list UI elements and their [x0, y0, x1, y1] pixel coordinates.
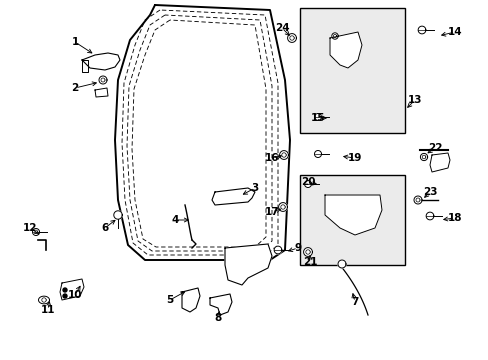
- Polygon shape: [303, 248, 312, 256]
- Polygon shape: [60, 279, 84, 300]
- Text: 1: 1: [71, 37, 79, 47]
- Polygon shape: [224, 244, 271, 285]
- Text: 24: 24: [274, 23, 289, 33]
- Polygon shape: [304, 180, 311, 188]
- Text: 20: 20: [300, 177, 315, 187]
- Polygon shape: [325, 195, 381, 235]
- Polygon shape: [287, 33, 296, 42]
- Text: 7: 7: [350, 297, 358, 307]
- Polygon shape: [420, 153, 427, 161]
- Text: 2: 2: [71, 83, 79, 93]
- Text: 8: 8: [214, 313, 221, 323]
- Polygon shape: [337, 260, 346, 268]
- Text: 10: 10: [68, 290, 82, 300]
- Polygon shape: [41, 298, 46, 302]
- Polygon shape: [329, 32, 361, 68]
- Text: 12: 12: [23, 223, 37, 233]
- Text: 3: 3: [251, 183, 258, 193]
- Text: 17: 17: [264, 207, 279, 217]
- Text: 18: 18: [447, 213, 461, 223]
- Text: 14: 14: [447, 27, 461, 37]
- Polygon shape: [417, 26, 425, 34]
- Bar: [299, 175, 404, 265]
- Polygon shape: [95, 88, 108, 97]
- Text: 4: 4: [171, 215, 178, 225]
- Polygon shape: [63, 288, 67, 292]
- Polygon shape: [212, 188, 254, 205]
- Polygon shape: [39, 296, 49, 304]
- Polygon shape: [114, 211, 122, 219]
- Polygon shape: [314, 113, 321, 121]
- Text: 23: 23: [422, 187, 436, 197]
- Text: 22: 22: [427, 143, 441, 153]
- Text: 13: 13: [407, 95, 421, 105]
- Polygon shape: [82, 53, 120, 70]
- Polygon shape: [331, 33, 338, 39]
- Polygon shape: [32, 229, 40, 235]
- Polygon shape: [63, 294, 67, 298]
- Text: 5: 5: [166, 295, 173, 305]
- Polygon shape: [278, 203, 287, 211]
- Text: 15: 15: [310, 113, 325, 123]
- Text: 21: 21: [302, 257, 317, 267]
- Text: 16: 16: [264, 153, 279, 163]
- Polygon shape: [182, 288, 200, 312]
- Polygon shape: [429, 153, 449, 172]
- Text: 19: 19: [347, 153, 362, 163]
- Polygon shape: [274, 246, 281, 254]
- Text: 6: 6: [101, 223, 108, 233]
- Polygon shape: [82, 60, 88, 72]
- Text: 11: 11: [41, 305, 55, 315]
- Polygon shape: [279, 150, 288, 159]
- Polygon shape: [425, 212, 433, 220]
- Polygon shape: [413, 196, 421, 204]
- Text: 9: 9: [294, 243, 301, 253]
- Polygon shape: [314, 150, 321, 157]
- Bar: [299, 8, 404, 133]
- Polygon shape: [209, 294, 231, 315]
- Polygon shape: [99, 76, 107, 84]
